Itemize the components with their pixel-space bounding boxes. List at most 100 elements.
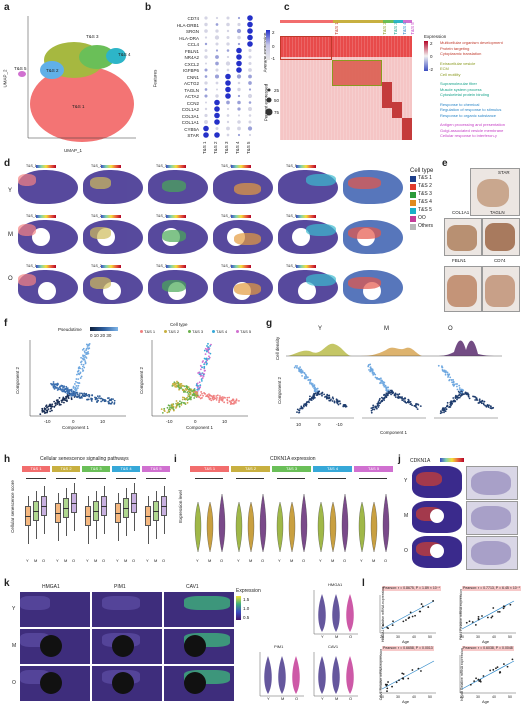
cell-point [415,403,417,406]
cell-point [112,398,114,401]
gene-label: PIM1 [114,584,126,590]
expression-hotspot [162,180,186,192]
cell-point [398,396,400,398]
umap-cluster-5: T&S 5 [14,66,27,71]
cell-point [193,389,196,392]
cell-point [77,378,80,380]
legend-swatch [140,330,143,333]
cell-point [216,394,219,397]
cell-point [296,365,298,367]
dot [248,81,252,85]
traj-ylabel-right: Component 2 [139,366,145,395]
section-label: T&S_1 [26,214,37,218]
cell-point [53,385,55,388]
umap-cluster-4: T&S 4 [118,52,131,57]
cell-point [455,383,457,385]
cell-point [80,356,82,359]
data-point [387,681,389,683]
dot [215,61,219,66]
tissue [148,170,208,204]
dot [225,86,231,93]
x-axis-label: Age [482,639,490,644]
section-label: T&S_5 [286,214,297,218]
x-tick: 40 [492,695,496,699]
cell-point [77,372,80,375]
cell-point [189,392,192,395]
cell-point [74,380,77,383]
dot [236,47,242,54]
cell-point [409,400,412,403]
dot [215,29,219,33]
heatmap-tick: 0 [430,54,433,59]
feature-label: HLA-DRB1 [176,22,199,28]
group-header: T&S 5 [142,466,170,472]
cell-point [201,392,203,395]
panel-label-i: i [174,454,177,465]
ihc-col1a1 [444,218,482,256]
cell-point [387,392,390,395]
cell-point [444,371,447,374]
cell-point [301,374,303,377]
cell-point [306,376,309,379]
cell-point [235,398,238,401]
cell-point [233,401,236,403]
dot [248,68,252,72]
dot [237,100,241,105]
cell-point [86,398,88,401]
dot [248,101,252,104]
heatmap-top-label: T&S 1 [333,22,339,35]
cell-point [487,404,490,407]
violin-group [313,590,358,635]
expression-hotspot [18,224,36,236]
dot [204,42,208,46]
cell-point [90,397,92,400]
section-label: T&S_3 [156,164,167,168]
cell-point [196,394,199,397]
cell-point [171,383,174,385]
cell-point [65,397,68,399]
cell-point [196,391,198,394]
group-label: T&S 2 [213,141,218,154]
spatial-section: T&S_5 [276,164,339,206]
tissue [83,170,143,204]
pct-tick: 75 [274,110,280,115]
cell-point [113,399,116,402]
group-header: T&S 1 [22,466,50,472]
expression-hotspot [234,233,261,245]
cell-point [51,403,54,406]
legend-swatch [410,200,416,206]
heatmap-top-label: T&S 5 [409,22,415,35]
cell-point [62,396,65,399]
cell-point [379,381,382,384]
cell-point [378,399,381,402]
cell-point [416,408,419,411]
ihc-image [466,536,518,570]
cell-point [226,398,229,401]
cell-point [377,401,380,403]
legend-swatch [212,330,215,333]
heatmap-colorbar [424,41,428,71]
cell-point [73,383,76,385]
cell-point [69,393,72,395]
violin-group [313,652,358,697]
dot [203,132,209,138]
ihc-star [470,168,520,216]
cell-point [492,406,495,409]
cell-point [177,382,180,384]
spatial-section: T&S_1 [16,264,79,306]
cell-point [175,384,178,387]
dot [204,49,208,52]
spatial-section: T&S_2 [81,264,144,306]
cell-point [294,365,297,367]
cell-point [324,396,326,398]
panel-label-a: a [4,2,10,13]
cell-point [472,395,474,398]
section-colorbar [296,265,316,268]
cell-point [449,406,452,408]
data-point [486,616,489,619]
cell-point [88,343,91,345]
cell-point [457,396,460,399]
cell-point [441,408,444,411]
cell-point [180,403,183,406]
